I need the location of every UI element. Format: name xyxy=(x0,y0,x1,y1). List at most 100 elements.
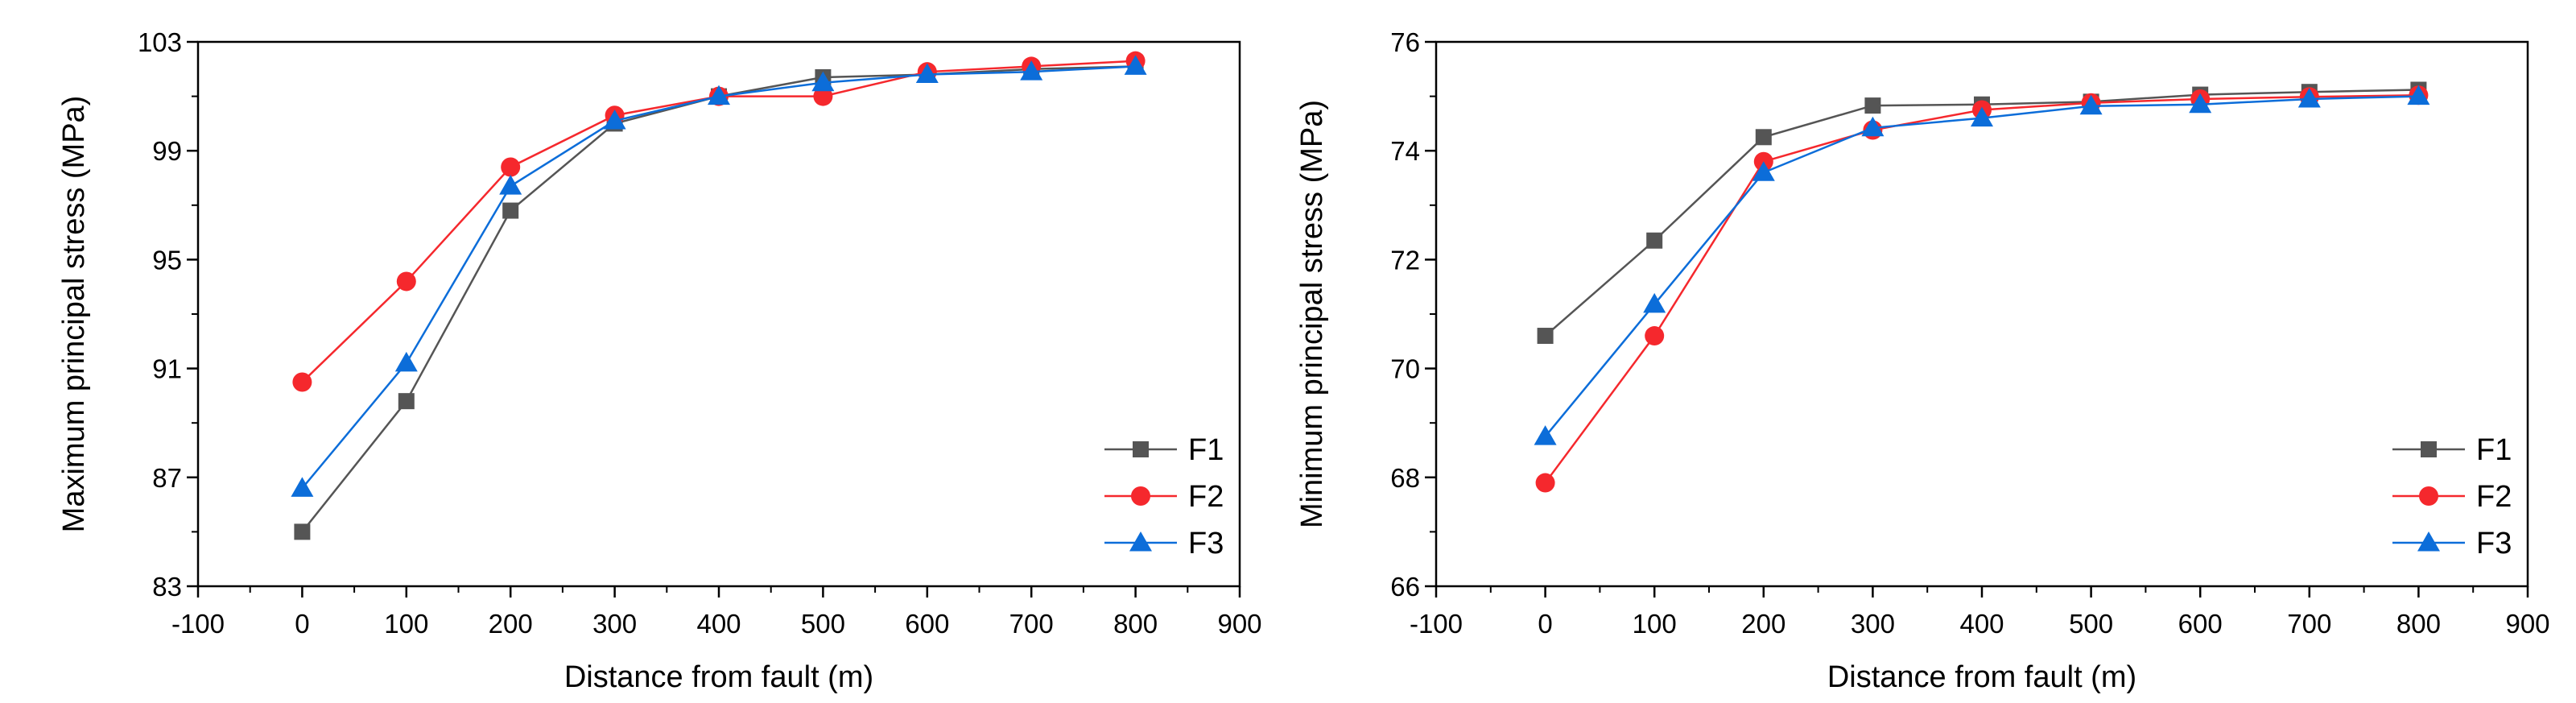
data-point xyxy=(2189,93,2212,114)
data-point xyxy=(1534,425,1557,445)
data-point xyxy=(396,271,416,292)
y-tick-label: 70 xyxy=(1390,354,1420,384)
series-f1 xyxy=(294,58,1144,540)
legend-label: F2 xyxy=(2476,480,2512,514)
series-line xyxy=(301,60,1136,383)
legend-entry-f3: F3 xyxy=(1104,527,1224,560)
legend-marker xyxy=(2421,441,2437,457)
y-tick-label: 91 xyxy=(152,354,182,384)
x-axis-title: Distance from fault (m) xyxy=(564,660,873,694)
data-point xyxy=(294,523,311,540)
x-tick-label: 100 xyxy=(1633,609,1677,639)
data-point xyxy=(1020,60,1043,81)
chart-panel-1: -100 0 100 200 300 400 500 600 700 800 900 83 87 91 95… xyxy=(57,27,1262,694)
chart-panel-2: -100 0 100 200 300 400 500 600 700 800 900 66 68 70 72… xyxy=(1295,27,2550,694)
x-tick-label: -100 xyxy=(1410,609,1463,639)
legend-label: F3 xyxy=(1188,527,1224,560)
y-tick-label: 103 xyxy=(138,27,182,57)
y-axis-title: Maximum principal stress (MPa) xyxy=(57,96,91,533)
data-point xyxy=(2079,94,2103,115)
x-tick-label: 700 xyxy=(1009,609,1054,639)
x-tick-label: 200 xyxy=(489,609,533,639)
x-tick-label: 400 xyxy=(1959,609,2004,639)
data-point xyxy=(1646,232,1663,249)
series-f2 xyxy=(1535,85,2429,493)
legend-entry-f3: F3 xyxy=(2392,527,2512,560)
data-point xyxy=(2297,87,2321,108)
y-tick-label: 83 xyxy=(152,572,182,602)
x-tick-label: 100 xyxy=(384,609,428,639)
data-point xyxy=(502,202,519,219)
x-tick-label: -100 xyxy=(171,609,225,639)
legend: F1 F2 F3 xyxy=(2392,433,2512,560)
legend-label: F1 xyxy=(1188,433,1224,467)
legend-entry-f2: F2 xyxy=(2392,480,2512,514)
x-tick-label: 600 xyxy=(2178,609,2223,639)
legend-entry-f1: F1 xyxy=(1104,433,1224,467)
series-line xyxy=(1544,95,2419,437)
x-tick-label: 800 xyxy=(1113,609,1158,639)
data-point xyxy=(603,110,626,130)
legend-entry-f1: F1 xyxy=(2392,433,2512,467)
y-tick-label: 76 xyxy=(1390,27,1420,57)
data-point xyxy=(915,63,939,84)
x-tick-label: 400 xyxy=(696,609,741,639)
x-tick-label: 300 xyxy=(1851,609,1895,639)
y-tick-label: 66 xyxy=(1390,572,1420,602)
legend-marker xyxy=(1133,441,1149,457)
data-point xyxy=(501,157,521,177)
x-tick-label: 300 xyxy=(592,609,637,639)
data-point xyxy=(398,393,415,410)
data-point xyxy=(1535,473,1555,493)
series-line xyxy=(301,65,1136,490)
legend: F1 F2 F3 xyxy=(1104,433,1224,560)
data-point xyxy=(2407,85,2430,105)
x-tick-label: 800 xyxy=(2396,609,2441,639)
data-point xyxy=(1124,55,1147,75)
data-point xyxy=(811,71,835,92)
data-point xyxy=(1861,116,1885,137)
x-tick-label: 0 xyxy=(1538,609,1552,639)
legend-label: F3 xyxy=(2476,527,2512,560)
data-point xyxy=(499,175,522,195)
y-tick-label: 72 xyxy=(1390,245,1420,275)
data-point xyxy=(708,85,730,105)
x-tick-label: 900 xyxy=(1217,609,1261,639)
legend-label: F1 xyxy=(2476,433,2512,467)
series-line xyxy=(1544,89,2419,337)
legend-entry-f2: F2 xyxy=(1104,480,1224,514)
data-point xyxy=(1864,97,1881,114)
x-tick-label: 500 xyxy=(801,609,845,639)
data-point xyxy=(1645,326,1665,346)
y-tick-label: 95 xyxy=(152,245,182,275)
x-axis-title: Distance from fault (m) xyxy=(1827,660,2136,694)
data-point xyxy=(394,351,418,372)
legend-label: F2 xyxy=(1188,480,1224,514)
data-point xyxy=(292,372,312,392)
series-f3 xyxy=(291,55,1147,497)
x-tick-label: 200 xyxy=(1741,609,1785,639)
data-point xyxy=(1537,328,1554,345)
legend-marker xyxy=(1131,486,1150,506)
plot-frame xyxy=(196,40,1241,588)
y-tick-label: 87 xyxy=(152,463,182,493)
y-tick-label: 68 xyxy=(1390,463,1420,493)
y-tick-label: 74 xyxy=(1390,136,1420,166)
x-tick-label: 700 xyxy=(2287,609,2331,639)
legend-marker xyxy=(1129,531,1152,552)
y-tick-label: 99 xyxy=(152,136,182,166)
x-tick-label: 0 xyxy=(295,609,309,639)
data-point xyxy=(291,477,314,497)
y-axis-title: Minimum principal stress (MPa) xyxy=(1295,100,1329,528)
x-tick-label: 500 xyxy=(2069,609,2113,639)
x-tick-label: 900 xyxy=(2505,609,2549,639)
series-line xyxy=(301,65,1136,533)
legend-marker xyxy=(2417,531,2440,552)
data-point xyxy=(1755,129,1772,146)
data-point xyxy=(1752,161,1775,181)
series-line xyxy=(1544,93,2419,484)
legend-marker xyxy=(2419,486,2438,506)
data-point xyxy=(1971,106,1993,127)
data-point xyxy=(1643,292,1666,313)
